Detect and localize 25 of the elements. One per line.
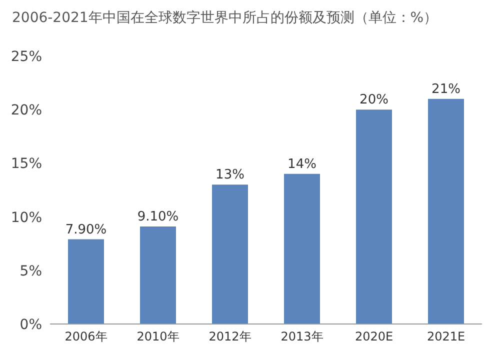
y-tick-label: 15% [10,156,42,172]
bar [68,239,104,324]
y-tick-label: 0% [20,316,42,333]
y-tick-label: 10% [10,210,42,226]
bar [284,174,320,324]
x-tick-label: 2021E [426,330,466,344]
x-tick-label: 2012年 [208,330,252,344]
x-tick-label: 2010年 [136,330,180,344]
bar [356,110,392,324]
y-tick-label: 20% [10,102,42,119]
data-label: 21% [432,82,460,97]
chart-title: 2006-2021年中国在全球数字世界中所占的份额及预测（单位：%） [11,9,439,28]
x-tick-label: 2020E [354,330,394,344]
data-label: 14% [288,156,316,172]
bar [140,226,176,324]
data-label: 7.90% [65,222,107,238]
x-tick-label: 2006年 [64,330,108,344]
bar [212,184,248,324]
data-label: 20% [360,92,388,108]
data-label: 13% [216,168,244,183]
x-tick-label: 2013年 [280,330,324,344]
bar [428,98,464,324]
y-tick-label: 25% [10,48,42,65]
y-tick-label: 5% [20,263,42,280]
data-label: 9.10% [137,209,179,224]
